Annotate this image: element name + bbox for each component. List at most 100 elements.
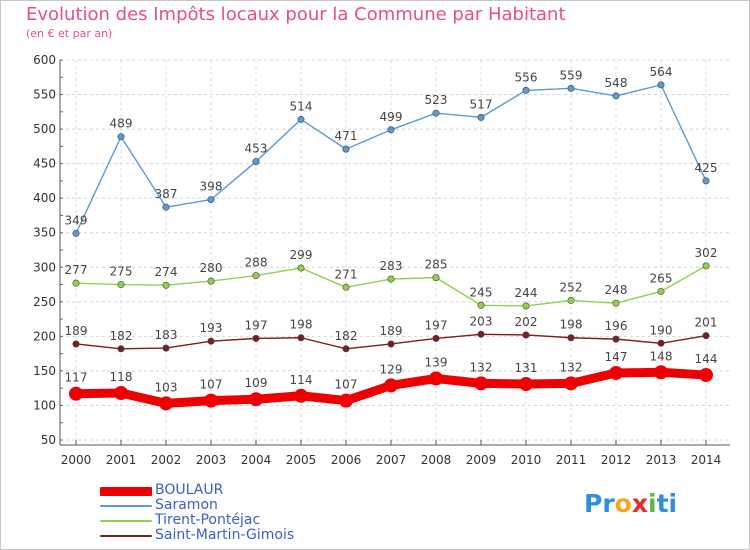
data-point (117, 133, 125, 141)
data-label: 103 (155, 380, 178, 394)
data-point (432, 334, 440, 342)
data-point (612, 335, 620, 343)
data-label: 190 (650, 323, 673, 337)
data-label: 131 (515, 361, 538, 375)
legend-label: Tirent-Pontéjac (155, 512, 261, 528)
y-tick-label: 100 (33, 398, 56, 412)
data-point (657, 287, 665, 295)
chart-subtitle: (en € et par an) (26, 27, 113, 40)
data-label: 117 (65, 371, 88, 385)
data-point (72, 340, 80, 348)
data-point (297, 334, 305, 342)
data-point (252, 272, 260, 280)
data-point (387, 340, 395, 348)
data-point (519, 377, 533, 392)
data-label: 548 (605, 76, 628, 90)
data-point (252, 158, 260, 166)
data-point (294, 388, 308, 403)
data-label: 425 (695, 161, 718, 175)
data-label: 118 (110, 370, 133, 384)
legend-swatch (100, 505, 152, 507)
data-point (654, 365, 668, 380)
data-point (384, 378, 398, 393)
data-label: 471 (335, 129, 358, 143)
data-label: 277 (65, 263, 88, 277)
data-point (162, 203, 170, 211)
data-label: 197 (245, 318, 268, 332)
logo-letter: Pr (584, 489, 615, 518)
data-label: 148 (650, 349, 673, 363)
x-tick-label: 2001 (106, 453, 137, 467)
proxiti-logo: Proxiti (584, 489, 677, 518)
data-point (117, 345, 125, 353)
data-point (612, 92, 620, 100)
data-label: 398 (200, 180, 223, 194)
data-label: 275 (110, 265, 133, 279)
data-label: 109 (245, 376, 268, 390)
y-tick-label: 600 (33, 53, 56, 67)
y-tick-label: 200 (33, 329, 56, 343)
data-point (342, 345, 350, 353)
x-tick-label: 2004 (241, 453, 272, 467)
data-point (657, 339, 665, 347)
x-tick-label: 2003 (196, 453, 227, 467)
data-label: 182 (335, 329, 358, 343)
data-label: 517 (470, 97, 493, 111)
data-label: 559 (560, 68, 583, 82)
data-point (432, 274, 440, 282)
data-point (477, 301, 485, 309)
data-label: 274 (155, 265, 178, 279)
y-tick-label: 350 (33, 226, 56, 240)
data-label: 198 (290, 318, 313, 332)
data-label: 244 (515, 286, 538, 300)
data-point (522, 302, 530, 310)
data-label: 193 (200, 321, 223, 335)
data-point (72, 229, 80, 237)
data-label: 271 (335, 267, 358, 281)
data-point (702, 332, 710, 340)
data-label: 387 (155, 187, 178, 201)
data-point (567, 84, 575, 92)
data-point (114, 386, 128, 401)
data-label: 197 (425, 318, 448, 332)
data-label: 556 (515, 70, 538, 84)
data-label: 189 (65, 324, 88, 338)
data-label: 196 (605, 319, 628, 333)
x-tick-label: 2011 (556, 453, 587, 467)
legend-label: Saint-Martin-Gimois (155, 527, 295, 543)
data-label: 248 (605, 283, 628, 297)
data-label: 349 (65, 213, 88, 227)
data-label: 523 (425, 93, 448, 107)
data-point (207, 277, 215, 285)
x-tick-label: 2002 (151, 453, 182, 467)
y-tick-label: 500 (33, 122, 56, 136)
data-point (522, 331, 530, 339)
data-label: 144 (695, 352, 718, 366)
x-tick-label: 2012 (601, 453, 632, 467)
data-point (522, 86, 530, 94)
x-tick-label: 2009 (466, 453, 497, 467)
data-point (339, 393, 353, 408)
data-label: 245 (470, 285, 493, 299)
data-point (387, 275, 395, 283)
data-label: 302 (695, 246, 718, 260)
data-label: 285 (425, 258, 448, 272)
data-point (207, 337, 215, 345)
data-point (252, 334, 260, 342)
data-point (702, 177, 710, 185)
data-label: 189 (380, 324, 403, 338)
x-tick-label: 2008 (421, 453, 452, 467)
data-label: 564 (650, 65, 673, 79)
logo-letter: o (614, 489, 632, 518)
x-tick-label: 2010 (511, 453, 542, 467)
data-point (609, 365, 623, 380)
legend-label: BOULAUR (155, 482, 224, 498)
data-point (477, 113, 485, 121)
y-tick-label: 300 (33, 260, 56, 274)
legend-swatch (100, 486, 152, 496)
data-label: 283 (380, 259, 403, 273)
data-point (72, 279, 80, 287)
data-point (564, 376, 578, 391)
data-label: 182 (110, 329, 133, 343)
